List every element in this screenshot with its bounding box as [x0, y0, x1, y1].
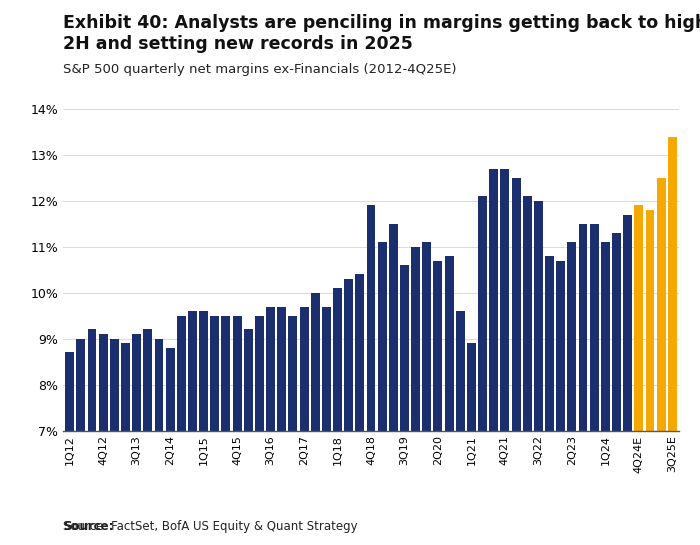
Bar [433, 261, 442, 431]
Bar [244, 330, 253, 431]
Bar [534, 201, 543, 431]
Bar [523, 196, 532, 431]
Bar [155, 338, 163, 431]
Bar [668, 137, 677, 431]
Text: Exhibit 40: Analysts are penciling in margins getting back to highs in
2H and se: Exhibit 40: Analysts are penciling in ma… [63, 14, 700, 53]
Bar [177, 316, 186, 431]
Bar [333, 288, 342, 431]
Bar [400, 265, 409, 431]
Bar [300, 306, 309, 431]
Bar [232, 316, 241, 431]
Bar [188, 311, 197, 431]
Text: S&P 500 quarterly net margins ex-Financials (2012-4Q25E): S&P 500 quarterly net margins ex-Financi… [63, 63, 456, 76]
Bar [579, 224, 587, 431]
Bar [65, 353, 74, 431]
Bar [199, 311, 208, 431]
Bar [545, 256, 554, 431]
Bar [645, 210, 654, 431]
Bar [121, 343, 130, 431]
Bar [88, 330, 97, 431]
Bar [144, 330, 153, 431]
Bar [277, 306, 286, 431]
Bar [311, 293, 320, 431]
Bar [344, 279, 353, 431]
Bar [467, 343, 476, 431]
Bar [589, 224, 598, 431]
Bar [623, 215, 632, 431]
Bar [411, 247, 420, 431]
Bar [356, 274, 364, 431]
Bar [612, 233, 621, 431]
Bar [99, 334, 108, 431]
Bar [556, 261, 565, 431]
Bar [478, 196, 487, 431]
Bar [489, 169, 498, 431]
Bar [166, 348, 174, 431]
Bar [221, 316, 230, 431]
Bar [657, 178, 666, 431]
Bar [568, 242, 576, 431]
Bar [255, 316, 264, 431]
Text: Source:: Source: [63, 520, 113, 533]
Text: Source: FactSet, BofA US Equity & Quant Strategy: Source: FactSet, BofA US Equity & Quant … [63, 520, 358, 533]
Bar [110, 338, 119, 431]
Bar [634, 205, 643, 431]
Bar [389, 224, 398, 431]
Bar [422, 242, 431, 431]
Bar [367, 205, 375, 431]
Bar [378, 242, 386, 431]
Bar [500, 169, 510, 431]
Bar [601, 242, 610, 431]
Bar [512, 178, 521, 431]
Bar [132, 334, 141, 431]
Bar [288, 316, 298, 431]
Bar [210, 316, 219, 431]
Bar [444, 256, 454, 431]
Bar [322, 306, 331, 431]
Bar [266, 306, 275, 431]
Bar [76, 338, 85, 431]
Bar [456, 311, 465, 431]
